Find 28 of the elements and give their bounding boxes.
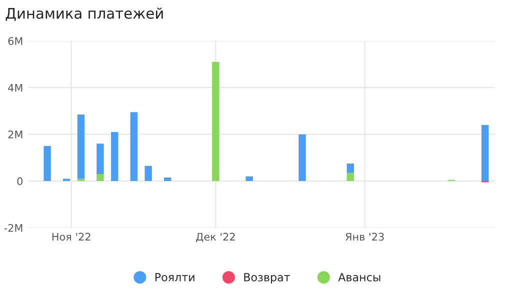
bar xyxy=(44,146,51,182)
bar xyxy=(77,178,85,182)
y-tick-label: 0 xyxy=(17,177,22,186)
bar xyxy=(130,112,138,182)
chart-title: Динамика платежей xyxy=(6,8,163,21)
y-tick-label: 2M xyxy=(8,130,22,138)
bar xyxy=(96,174,104,182)
bar xyxy=(164,178,172,182)
x-tick-label: Ноя '22 xyxy=(52,232,90,241)
bar xyxy=(212,62,220,182)
bar xyxy=(346,172,354,182)
legend-label: Роялти xyxy=(155,273,194,282)
bar xyxy=(96,144,104,174)
y-tick-label: 6M xyxy=(8,37,22,45)
legend-label: Авансы xyxy=(338,273,380,282)
bar xyxy=(111,132,118,182)
bar xyxy=(144,166,152,182)
y-tick-label: 4M xyxy=(8,84,22,92)
bar xyxy=(298,134,306,182)
x-tick-label: Дек '22 xyxy=(196,232,235,242)
bar xyxy=(77,114,85,179)
bar xyxy=(481,124,489,182)
x-tick-label: Янв '23 xyxy=(346,232,384,241)
bar xyxy=(62,178,70,182)
bar xyxy=(246,176,253,182)
y-tick-label: -2M xyxy=(4,224,22,232)
legend-label: Возврат xyxy=(244,273,290,284)
bar xyxy=(346,164,354,173)
